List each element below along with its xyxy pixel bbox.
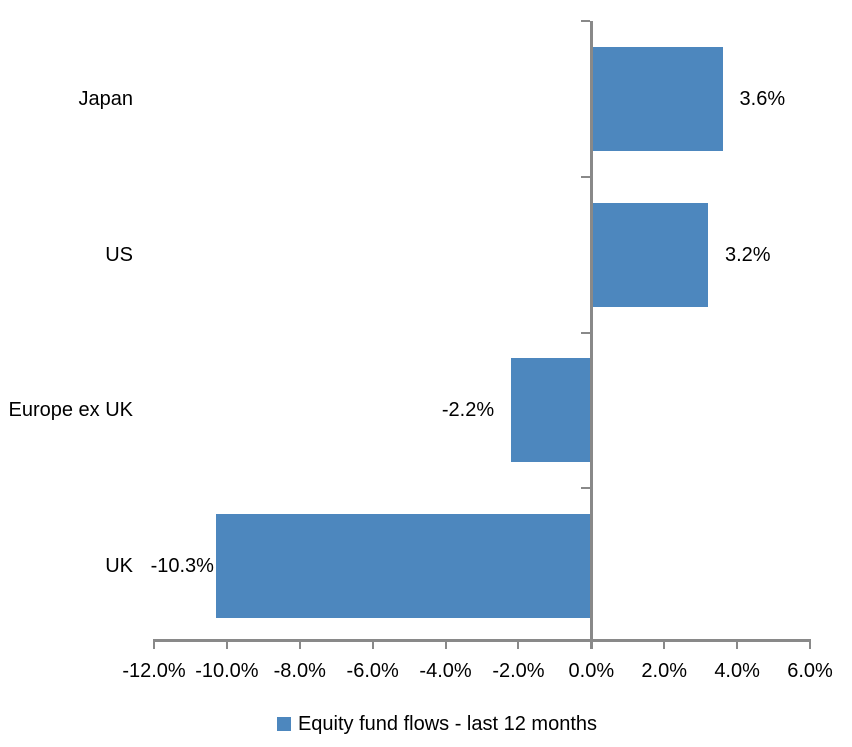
- legend: Equity fund flows - last 12 months: [0, 711, 852, 737]
- x-tick: [663, 639, 666, 649]
- x-tick: [225, 639, 228, 649]
- x-tick: [736, 639, 739, 649]
- legend-swatch-icon: [276, 717, 291, 731]
- legend-series-label: Equity fund flows - last 12 months: [297, 713, 598, 735]
- value-label-uk: -10.3%: [150, 555, 214, 578]
- zero-axis-line: [590, 21, 594, 649]
- x-tick: [517, 639, 520, 649]
- y-tick: [581, 487, 591, 490]
- x-tick-label: 0.0%: [568, 660, 615, 682]
- x-axis-line: [153, 639, 811, 642]
- y-tick: [581, 20, 591, 22]
- x-tick: [444, 639, 447, 649]
- category-label-japan: Japan: [78, 87, 134, 110]
- y-tick: [581, 331, 591, 334]
- value-label-japan: 3.6%: [739, 87, 786, 110]
- x-tick-label: -8.0%: [273, 660, 326, 682]
- value-label-europe-ex-uk: -2.2%: [441, 399, 495, 422]
- x-tick-label: 2.0%: [641, 660, 688, 682]
- x-tick: [809, 639, 811, 649]
- x-tick-label: 4.0%: [714, 660, 760, 682]
- x-tick: [371, 639, 374, 649]
- x-tick-label: -6.0%: [346, 660, 399, 682]
- x-tick: [298, 639, 301, 649]
- bar-japan: [591, 46, 723, 151]
- x-tick-label: 6.0%: [787, 660, 833, 682]
- category-label-europe-ex-uk: Europe ex UK: [8, 399, 133, 422]
- x-tick-label: -10.0%: [195, 660, 259, 682]
- x-tick-label: -12.0%: [122, 660, 186, 682]
- x-tick: [153, 639, 155, 649]
- x-tick-label: -2.0%: [492, 660, 545, 682]
- y-tick: [581, 175, 591, 178]
- category-label-us: US: [105, 243, 133, 266]
- bar-uk: [215, 514, 592, 619]
- category-label-uk: UK: [105, 555, 133, 578]
- x-tick-label: -4.0%: [419, 660, 472, 682]
- bar-europe-ex-uk: [511, 358, 592, 463]
- value-label-us: 3.2%: [724, 243, 771, 266]
- bar-us: [591, 202, 708, 307]
